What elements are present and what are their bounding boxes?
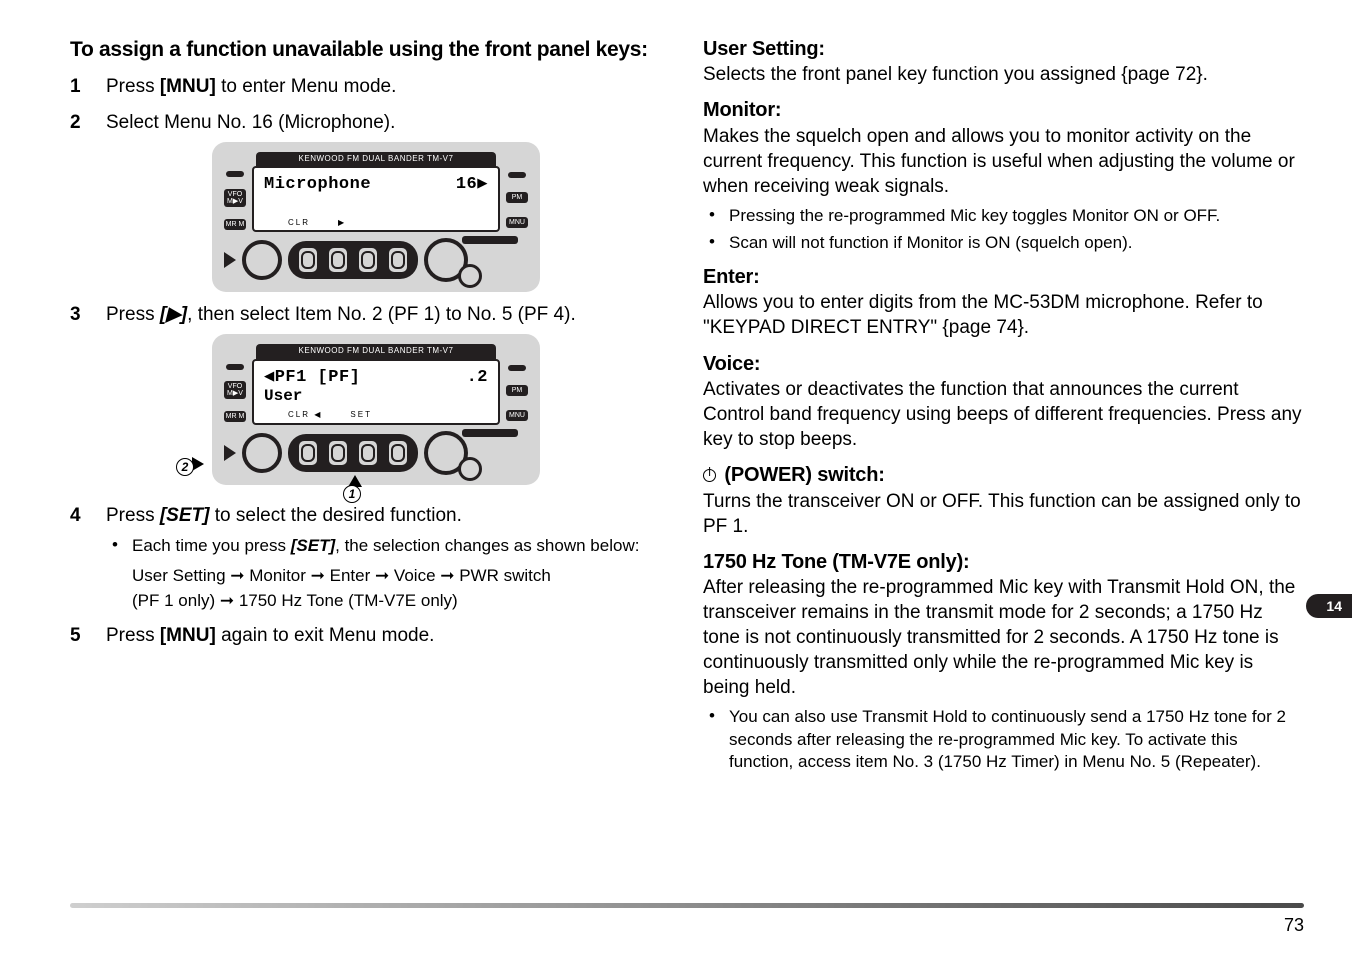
d1-foot2: ▶ [338, 218, 346, 229]
soft-btn [386, 245, 410, 275]
d1-line1-right: 16▶ [456, 174, 488, 197]
page-number: 73 [1284, 915, 1304, 936]
soft-btn [386, 438, 410, 468]
power-title: (POWER) switch: [703, 462, 1304, 488]
user-title: User Setting: [703, 36, 1304, 62]
soft-btn [326, 245, 350, 275]
vol-sql-knob [424, 238, 468, 282]
d1-foot1: CLR [288, 218, 310, 229]
voice-title: Voice: [703, 351, 1304, 377]
d2-line1-right: .2 [467, 367, 488, 390]
power-body: Turns the transceiver ON or OFF. This fu… [703, 489, 1304, 539]
step4-sub-key: [SET] [291, 536, 335, 555]
step-3: Press [▶], then select Item No. 2 (PF 1)… [70, 302, 671, 484]
tone-b1: You can also use Transmit Hold to contin… [703, 706, 1304, 773]
footer-divider [70, 903, 1304, 908]
step5-post: again to exit Menu mode. [216, 625, 435, 646]
device2-lcd: ◀PF1 [PF] .2 User CLR ◀ SET [252, 359, 500, 425]
d2-foot2: SET [350, 410, 372, 421]
device1-controls [222, 238, 530, 282]
step3-post: , then select Item No. 2 (PF 1) to No. 5… [187, 304, 576, 325]
monitor-b1: Pressing the re-programmed Mic key toggl… [703, 205, 1304, 227]
step3-pre: Press [106, 304, 160, 325]
vol-label-bar [462, 236, 518, 244]
step-5: Press [MNU] again to exit Menu mode. [70, 623, 671, 649]
monitor-b2: Scan will not function if Monitor is ON … [703, 232, 1304, 254]
device1-right-tags: PM MNU [504, 166, 530, 232]
device2-right-tags: PM MNU [504, 359, 530, 425]
device-2: KENWOOD FM DUAL BANDER TM-V7 VFO M▶V MR … [212, 334, 671, 485]
tuning-knob [242, 433, 282, 473]
tone-title: 1750 Hz Tone (TM-V7E only): [703, 549, 1304, 575]
flow-line2: (PF 1 only) ➞ 1750 Hz Tone (TM-V7E only) [106, 590, 671, 613]
soft-btn [296, 438, 320, 468]
step5-pre: Press [106, 625, 160, 646]
step1-post: to enter Menu mode. [216, 76, 397, 97]
step-1: Press [MNU] to enter Menu mode. [70, 74, 671, 100]
power-icon [703, 469, 716, 482]
soft-btn [356, 438, 380, 468]
play-icon [224, 252, 236, 268]
device2-controls [222, 431, 530, 475]
enter-title: Enter: [703, 264, 1304, 290]
soft-btn [326, 438, 350, 468]
step-4: Press [SET] to select the desired functi… [70, 503, 671, 613]
device-brand: KENWOOD FM DUAL BANDER TM-V7 [256, 152, 496, 167]
device1-lcd: Microphone 16▶ CLR ▶ [252, 166, 500, 232]
steps-list: Press [MNU] to enter Menu mode. Select M… [70, 74, 671, 649]
soft-btn [356, 245, 380, 275]
callout-2: 2 [176, 458, 194, 476]
right-column: User Setting: Selects the front panel ke… [703, 36, 1304, 774]
step1-pre: Press [106, 76, 160, 97]
tuning-knob [242, 240, 282, 280]
d1-line1-left: Microphone [264, 174, 371, 197]
monitor-body: Makes the squelch open and allows you to… [703, 124, 1304, 199]
left-column: To assign a function unavailable using t… [70, 36, 671, 774]
soft-btn [296, 245, 320, 275]
device2-brand: KENWOOD FM DUAL BANDER TM-V7 [256, 344, 496, 359]
voice-body: Activates or deactivates the function th… [703, 377, 1304, 452]
step2-text: Select Menu No. 16 (Microphone). [106, 112, 395, 133]
play-icon [224, 445, 236, 461]
step4-pre: Press [106, 505, 160, 526]
tone-body: After releasing the re-programmed Mic ke… [703, 575, 1304, 700]
device-1: KENWOOD FM DUAL BANDER TM-V7 VFO M▶V MR … [212, 142, 671, 293]
left-title: To assign a function unavailable using t… [70, 36, 671, 64]
step4-sub-post: , the selection changes as shown below: [335, 536, 639, 555]
d2-foot1: CLR ◀ [288, 410, 322, 421]
step3-key: [▶] [160, 304, 187, 325]
callout-1: 1 [343, 485, 361, 503]
d2-line2: User [264, 386, 488, 408]
step4-sub-pre: Each time you press [132, 536, 291, 555]
monitor-title: Monitor: [703, 97, 1304, 123]
step4-sub: Each time you press [SET], the selection… [106, 535, 671, 558]
step1-key: [MNU] [160, 76, 216, 97]
device1-left-tags: VFO M▶V MR M [222, 166, 248, 232]
step4-key: [SET] [160, 505, 210, 526]
vol-label-bar [462, 429, 518, 437]
step5-key: [MNU] [160, 625, 216, 646]
device2-left-tags: VFO M▶V MR M [222, 359, 248, 425]
user-body: Selects the front panel key function you… [703, 62, 1304, 87]
page-tab: 14 [1306, 594, 1352, 618]
step4-post: to select the desired function. [209, 505, 461, 526]
step-2: Select Menu No. 16 (Microphone). KENWOOD… [70, 110, 671, 292]
power-title-text: (POWER) switch: [719, 464, 885, 486]
enter-body: Allows you to enter digits from the MC-5… [703, 290, 1304, 340]
vol-sql-knob [424, 431, 468, 475]
flow-line1: User Setting ➞ Monitor ➞ Enter ➞ Voice ➞… [106, 565, 671, 588]
